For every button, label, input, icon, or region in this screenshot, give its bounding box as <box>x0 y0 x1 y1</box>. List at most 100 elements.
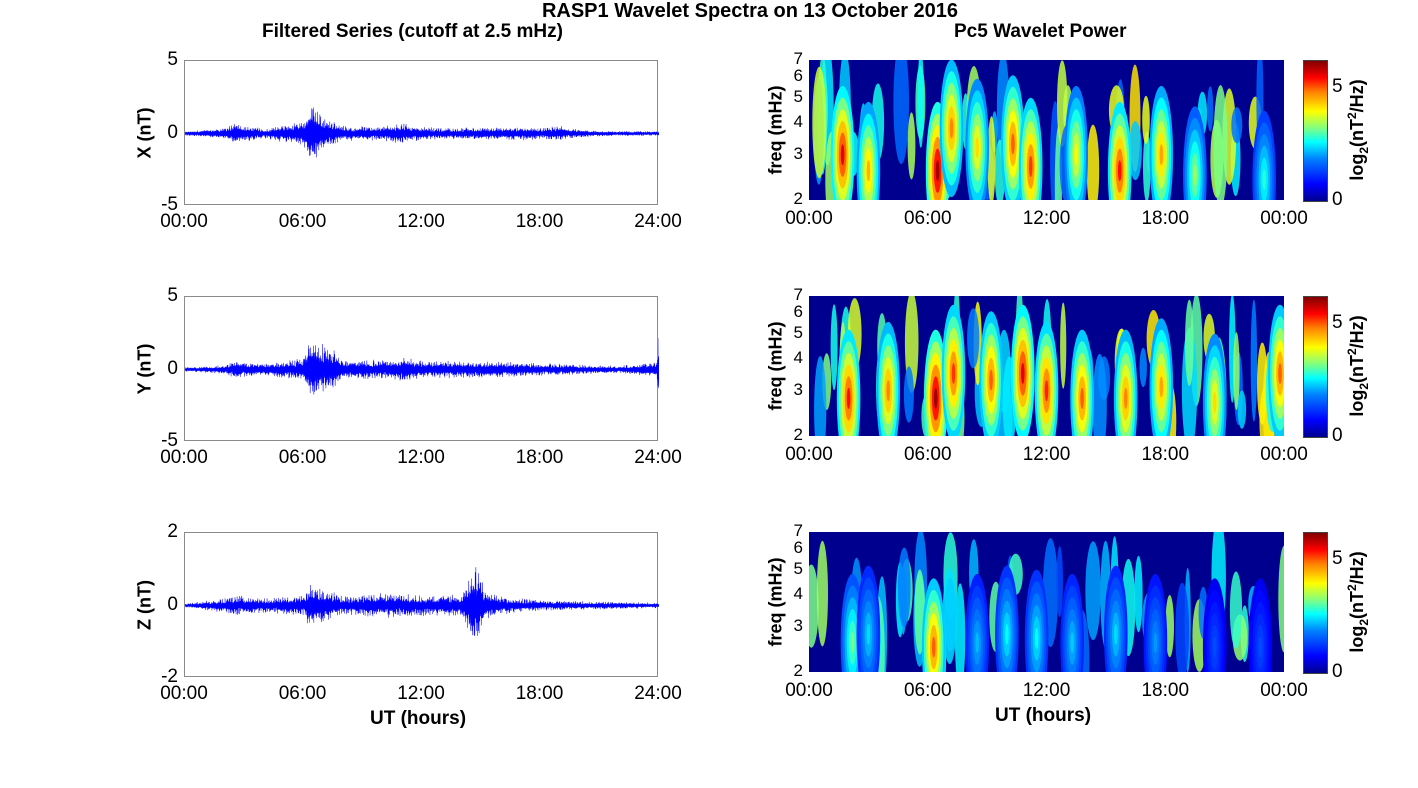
spectral-streak <box>917 60 924 148</box>
x-tick-label: 24:00 <box>634 683 682 704</box>
freq-tick-label: 2 <box>793 189 803 208</box>
colorbar-tick-label: 0 <box>1332 661 1343 682</box>
spectral-hotspot <box>1011 133 1015 155</box>
x-tick-label: 06:00 <box>278 447 327 468</box>
spectral-streak <box>1054 126 1062 200</box>
colorbar-tick-label: 0 <box>1332 425 1343 446</box>
spectral-streak <box>987 116 996 200</box>
spectral-streak <box>1060 302 1067 389</box>
spectrum-svg-y <box>814 296 1284 436</box>
y-axis-label: Z (nT) <box>134 579 155 630</box>
spectral-streak <box>1207 86 1214 132</box>
freq-tick-label: 4 <box>793 583 803 603</box>
x-tick-label: 18:00 <box>515 683 564 704</box>
colorbar-label: log2(nT2/Hz) <box>1345 315 1371 417</box>
spectral-hotspot <box>1278 363 1282 384</box>
freq-tick-label: 6 <box>793 538 803 558</box>
x-tick-label: 24:00 <box>634 447 682 468</box>
timeseries-plot-x <box>184 60 659 205</box>
spectral-hotspot <box>1074 144 1078 166</box>
spectrum-svg-x <box>812 60 1276 200</box>
spectral-hotspot <box>975 137 979 158</box>
spectral-hotspot <box>1021 363 1025 384</box>
spectral-streak <box>1231 107 1243 144</box>
x-tick-label: 00:00 <box>785 444 833 465</box>
y-tick-label: 0 <box>167 357 178 379</box>
x-tick-label: 12:00 <box>1022 444 1071 465</box>
x-tick-label: 18:00 <box>515 447 564 468</box>
spectral-streak <box>1185 299 1194 386</box>
spectral-streak <box>812 66 827 179</box>
spectral-streak <box>1057 60 1068 148</box>
freq-tick-label: 5 <box>793 322 803 342</box>
x-tick-label: 00:00 <box>160 683 208 704</box>
x-tick-label: 06:00 <box>903 208 952 229</box>
y-tick-label: 0 <box>167 593 178 615</box>
x-tick-label: 00:00 <box>785 208 833 229</box>
colorbar-tick-label: 5 <box>1332 76 1343 98</box>
spectral-streak <box>1175 582 1190 672</box>
spectral-hotspot <box>931 636 936 658</box>
series-line-x <box>185 107 659 158</box>
x-tick-label: 12:00 <box>397 683 445 704</box>
x-tick-label: 06:00 <box>903 444 952 465</box>
wavelet-spectrum-y <box>809 296 1284 436</box>
freq-tick-label: 6 <box>793 302 803 322</box>
spectral-streak <box>967 308 980 369</box>
timeseries-plot-z <box>184 532 659 677</box>
x-tick-label: 06:00 <box>278 211 327 232</box>
spectral-streak <box>1139 347 1147 388</box>
spectral-streak <box>1213 85 1228 200</box>
colorbar-label: log2(nT2/Hz) <box>1345 551 1371 653</box>
left-column-title: Filtered Series (cutoff at 2.5 mHz) <box>262 21 563 42</box>
series-line-y <box>185 338 659 395</box>
x-tick-label: 18:00 <box>1141 208 1190 229</box>
spectral-streak <box>1085 541 1101 641</box>
freq-tick-label: 3 <box>793 143 803 163</box>
colorbar-tick-label: 5 <box>1332 548 1343 570</box>
spectral-hotspot <box>1005 623 1009 645</box>
freq-tick-label: 3 <box>793 379 803 399</box>
spectral-streak <box>1229 571 1243 649</box>
spectral-hotspot <box>1034 628 1039 649</box>
colorbar-label: log2(nT2/Hz) <box>1345 79 1371 181</box>
y-tick-label: 5 <box>167 285 178 306</box>
spectral-streak <box>814 356 827 436</box>
colorbar-y <box>1303 296 1328 438</box>
spectral-hotspot <box>1070 632 1074 654</box>
x-tick-label: 12:00 <box>397 447 445 468</box>
freq-tick-label: 6 <box>793 66 803 86</box>
spectral-hotspot <box>1153 632 1158 654</box>
x-tick-label: 12:00 <box>1022 680 1071 701</box>
spectral-streak <box>1056 546 1063 618</box>
timeseries-plot-y <box>184 296 659 441</box>
timeseries-svg-z <box>185 567 659 636</box>
timeseries-svg-y <box>185 338 659 395</box>
x-tick-label: 00:00 <box>1260 680 1308 701</box>
spectral-hotspot <box>1212 636 1217 658</box>
spectral-streak <box>816 540 828 647</box>
spectral-hotspot <box>1262 169 1266 191</box>
y-tick-label: 0 <box>167 121 178 143</box>
spectral-hotspot <box>1028 156 1033 177</box>
spectral-hotspot <box>1044 380 1049 402</box>
spectral-hotspot <box>850 632 855 654</box>
spectral-streak <box>1092 353 1107 436</box>
spectral-hotspot <box>866 160 871 182</box>
freq-tick-label: 4 <box>793 111 803 131</box>
colorbar-x <box>1303 60 1328 202</box>
spectral-hotspot <box>935 160 940 182</box>
spectral-streak <box>1250 299 1258 422</box>
spectral-streak <box>1143 131 1151 200</box>
x-tick-label: 18:00 <box>1141 444 1190 465</box>
colorbar-tick-label: 0 <box>1332 189 1343 210</box>
x-tick-label: 18:00 <box>515 211 564 232</box>
spectral-hotspot <box>949 117 954 139</box>
y-axis-label: freq (mHz) <box>765 85 786 175</box>
spectral-hotspot <box>989 369 993 391</box>
x-tick-label: 00:00 <box>1260 208 1308 229</box>
spectral-hotspot <box>840 144 845 166</box>
wavelet-spectrum-x <box>809 60 1284 200</box>
spectrum-svg-z <box>809 532 1284 672</box>
spectral-hotspot <box>1080 387 1084 409</box>
